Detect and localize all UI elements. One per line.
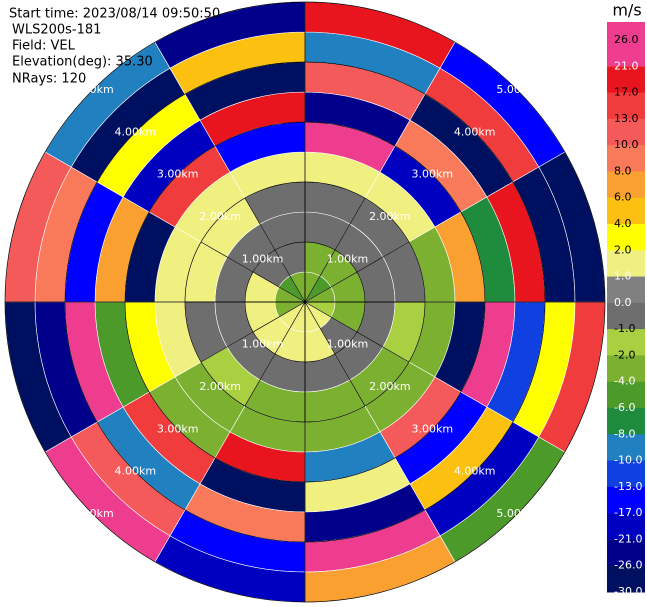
header-line: WLS200s-181 — [12, 23, 101, 38]
range-ring — [244, 241, 366, 363]
range-ring-label: 1.00km — [242, 253, 284, 266]
colorbar-band — [607, 355, 645, 383]
colorbar-tick-label: -17.0 — [614, 506, 642, 519]
colorbar-band — [607, 408, 645, 435]
colorbar-tick-label: -8.0 — [614, 427, 635, 440]
colorbar-tick-label: 17.0 — [614, 86, 639, 99]
colorbar-band — [607, 22, 645, 67]
colorbar-band — [607, 66, 645, 94]
colorbar-band — [607, 250, 645, 278]
colorbar-tick-label: 13.0 — [614, 112, 639, 125]
colorbar-tick-label: -10.0 — [614, 454, 642, 467]
colorbar-band — [607, 145, 645, 172]
colorbar-tick-label: 0.0 — [614, 296, 632, 309]
range-ring-label: 4.00km — [454, 465, 496, 478]
colorbar-tick-label: -1.0 — [614, 322, 635, 335]
range-ring — [4, 1, 606, 603]
header-line: Field: VEL — [12, 39, 76, 54]
colorbar-tick-label: 2.0 — [614, 243, 632, 256]
colorbar-tick-label: 26.0 — [614, 33, 639, 46]
range-ring-label: 2.00km — [369, 380, 411, 393]
range-ring-label: 5.00km — [72, 83, 114, 96]
range-ring-label: 5.00km — [496, 507, 538, 520]
colorbar-tick-label: -13.0 — [614, 480, 642, 493]
colorbar-tick-label: -2.0 — [614, 348, 635, 361]
range-ring-label: 4.00km — [454, 125, 496, 138]
range-ring-label: 4.00km — [115, 125, 157, 138]
colorbar-tick-label: -4.0 — [614, 375, 635, 388]
colorbar-tick-label: 1.0 — [614, 270, 632, 283]
range-ring — [184, 181, 426, 423]
range-ring-label: 3.00km — [157, 422, 199, 435]
colorbar-band — [607, 118, 645, 146]
range-ring-label: 1.00km — [242, 337, 284, 350]
colorbar-band — [607, 565, 645, 593]
header-line: Start time: 2023/08/14 09:50:50 — [9, 7, 220, 22]
colorbar-tick-label: 4.0 — [614, 217, 632, 230]
colorbar-band — [607, 486, 645, 514]
colorbar-band — [607, 276, 645, 304]
range-ring — [64, 61, 546, 543]
colorbar-band — [607, 434, 645, 462]
range-ring-label: 5.00km — [72, 507, 114, 520]
range-ring-label: 3.00km — [411, 422, 453, 435]
colorbar-band — [607, 224, 645, 251]
colorbar-band — [607, 171, 645, 199]
colorbar-band — [607, 539, 645, 567]
header: Start time: 2023/08/14 09:50:50WLS200s-1… — [9, 7, 220, 87]
colorbar-band — [607, 381, 645, 409]
header-line: NRays: 120 — [12, 72, 86, 87]
header-line: Elevation(deg): 35.30 — [12, 55, 153, 70]
colorbar-band — [607, 302, 645, 330]
colorbar-band — [607, 197, 645, 225]
colorbar-band — [607, 513, 645, 540]
colorbar-tick-label: 6.0 — [614, 191, 632, 204]
colorbar-band — [607, 92, 645, 120]
range-ring — [124, 121, 486, 483]
colorbar-tick-label: -26.0 — [614, 559, 642, 572]
colorbar-tick-label: -21.0 — [614, 532, 642, 545]
range-ring-label: 1.00km — [327, 253, 369, 266]
range-ring-label: 1.00km — [327, 337, 369, 350]
range-ring-label: 3.00km — [157, 168, 199, 181]
colorbar-tick-label: 8.0 — [614, 164, 632, 177]
range-ring-label: 2.00km — [369, 210, 411, 223]
range-ring-label: 4.00km — [115, 465, 157, 478]
colorbar: 26.0 21.0 17.0 13.0 10.0 8.0 6.0 4.0 2.0 1.0 0.0 -1… — [607, 22, 645, 598]
colorbar-tick-label: 21.0 — [614, 59, 639, 72]
colorbar-band — [607, 460, 645, 488]
range-ring-label: 3.00km — [411, 168, 453, 181]
range-ring-label: 2.00km — [199, 210, 241, 223]
overlay: 1.00km 1.00km 1.00km 1.00km 2.00km 2.00km 2.00… — [4, 1, 606, 603]
colorbar-tick-label: -30.0 — [614, 585, 642, 598]
colorbar-tick-label: -6.0 — [614, 401, 635, 414]
colorbar-band — [607, 329, 645, 356]
range-ring-label: 5.00km — [496, 83, 538, 96]
colorbar-tick-label: 10.0 — [614, 138, 639, 151]
colorbar-unit: m/s — [612, 1, 641, 20]
range-ring-label: 2.00km — [199, 380, 241, 393]
